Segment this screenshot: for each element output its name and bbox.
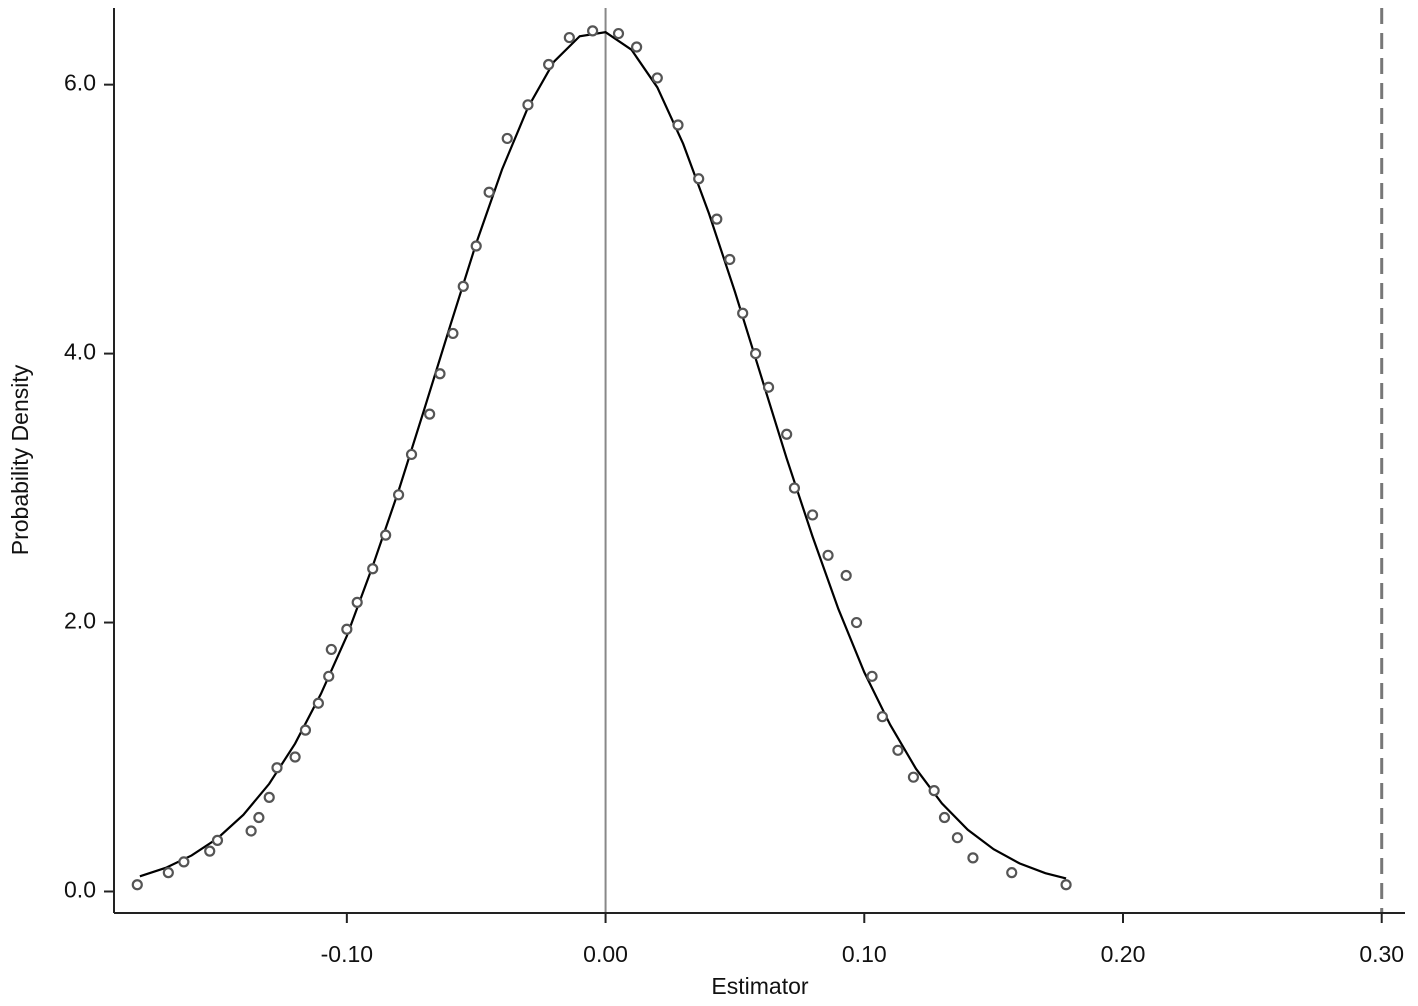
data-point [892, 744, 904, 756]
data-point [131, 879, 143, 891]
data-point [724, 253, 736, 266]
y-tick-label: 2.0 [64, 608, 96, 634]
data-point [587, 25, 599, 37]
data-point [204, 845, 216, 857]
data-point [325, 643, 337, 656]
data-point [367, 563, 379, 575]
data-point [631, 41, 643, 53]
data-point [928, 785, 940, 797]
data-point [612, 27, 625, 40]
data-point [392, 489, 405, 501]
data-point [822, 549, 834, 561]
data-point [750, 347, 762, 360]
data-point [470, 240, 482, 252]
data-point [245, 825, 257, 837]
data-point [781, 428, 793, 440]
data-point [866, 670, 878, 682]
x-tick-label: 0.20 [1101, 941, 1146, 967]
data-point [672, 119, 684, 131]
data-point [178, 856, 190, 868]
x-tick-label: 0.00 [583, 941, 628, 967]
data-point [457, 280, 469, 292]
data-point [788, 482, 801, 494]
x-tick-label: -0.10 [321, 941, 373, 967]
data-point [263, 791, 275, 803]
data-point [312, 697, 324, 709]
data-point [211, 834, 224, 846]
data-point [522, 99, 534, 111]
data-point [1060, 879, 1072, 891]
data-point [951, 832, 964, 844]
data-point [651, 72, 663, 84]
data-point [501, 132, 513, 145]
y-tick-label: 6.0 [64, 70, 96, 96]
data-point [563, 31, 575, 44]
data-point [737, 307, 749, 319]
data-point [762, 381, 775, 393]
data-point [693, 173, 705, 185]
data-point [271, 762, 283, 774]
data-point [351, 596, 363, 608]
data-point [424, 408, 436, 420]
data-point [876, 711, 888, 723]
data-point [289, 751, 301, 763]
y-axis-label: Probability Density [7, 364, 33, 555]
data-point [907, 771, 920, 783]
data-point [323, 670, 335, 682]
y-tick-label: 4.0 [64, 339, 96, 365]
x-tick-label: 0.30 [1359, 941, 1404, 967]
data-point [341, 623, 353, 635]
data-point [850, 616, 863, 629]
data-point [447, 327, 459, 340]
data-point [1006, 867, 1018, 879]
data-point [380, 529, 392, 541]
x-axis-label: Estimator [711, 973, 808, 999]
data-point [162, 867, 174, 879]
data-point [967, 852, 979, 864]
data-point [840, 569, 852, 582]
data-point [938, 811, 951, 824]
x-tick-label: 0.10 [842, 941, 887, 967]
data-point [543, 58, 555, 71]
data-point [405, 448, 418, 461]
data-point [253, 811, 265, 824]
y-tick-label: 0.0 [64, 877, 96, 903]
density-curve [139, 31, 1067, 880]
data-point [434, 368, 446, 380]
data-point [299, 724, 312, 736]
data-point [806, 509, 819, 521]
data-point [483, 186, 495, 198]
data-point [711, 213, 723, 225]
